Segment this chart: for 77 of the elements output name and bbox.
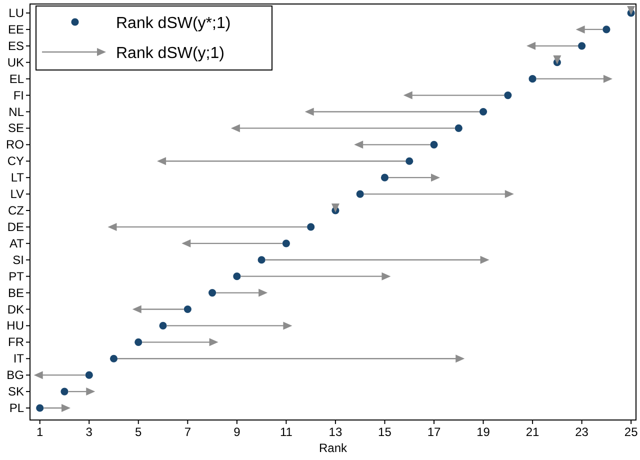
y-tick-label: DE xyxy=(7,220,24,234)
point xyxy=(182,239,191,248)
point xyxy=(603,74,612,83)
point xyxy=(504,190,514,198)
y-tick-label: LT xyxy=(10,170,25,185)
point xyxy=(233,272,241,280)
point xyxy=(454,124,462,132)
point xyxy=(60,388,68,396)
point xyxy=(406,157,414,165)
point xyxy=(430,140,438,148)
point xyxy=(159,322,167,330)
y-tick-label: SK xyxy=(8,384,24,399)
point xyxy=(184,305,192,314)
point xyxy=(382,272,391,280)
point xyxy=(578,42,586,50)
y-tick-label: RO xyxy=(6,138,24,152)
y-tick-label: FR xyxy=(8,335,24,350)
y-tick-label: CZ xyxy=(8,204,24,218)
y-tick-label: EE xyxy=(8,22,24,36)
point xyxy=(110,354,118,362)
y-tick-label: NL xyxy=(8,104,24,119)
point xyxy=(157,157,166,166)
y-tick-label: IT xyxy=(13,352,25,366)
point xyxy=(134,338,142,346)
point xyxy=(258,256,266,264)
point xyxy=(504,91,512,100)
x-tick-label: 13 xyxy=(328,425,342,439)
x-tick-label: 23 xyxy=(575,425,589,439)
point xyxy=(380,174,389,182)
y-tick-label: HU xyxy=(6,318,24,333)
point xyxy=(602,26,610,34)
x-tick-label: 21 xyxy=(526,425,540,439)
y-tick-label: FI xyxy=(13,88,24,102)
x-tick-label: 1 xyxy=(36,425,44,439)
point xyxy=(479,108,488,116)
point xyxy=(356,190,364,198)
x-tick-label: 25 xyxy=(624,425,638,439)
y-tick-label: SI xyxy=(12,252,24,267)
x-tick-label: 11 xyxy=(280,425,293,439)
y-tick-label: LU xyxy=(8,6,24,20)
x-tick-label: 5 xyxy=(135,425,142,439)
x-tick-label: 7 xyxy=(184,425,192,439)
y-tick-label: AT xyxy=(10,236,25,250)
point xyxy=(282,240,290,248)
point xyxy=(230,124,240,132)
y-tick-label: BE xyxy=(8,286,24,300)
point xyxy=(456,354,465,363)
point xyxy=(34,371,43,380)
point xyxy=(36,404,44,412)
point xyxy=(431,174,440,182)
point xyxy=(307,223,315,231)
point xyxy=(480,256,490,264)
legend-label: Rank dSW(y;1) xyxy=(116,45,224,62)
y-tick-label: PT xyxy=(8,269,25,284)
x-tick-label: 9 xyxy=(234,425,241,439)
point xyxy=(304,108,314,116)
y-tick-label: SE xyxy=(8,121,24,136)
y-tick-label: LV xyxy=(10,187,24,202)
point xyxy=(108,222,117,231)
x-tick-label: 19 xyxy=(476,425,490,439)
y-tick-label: EL xyxy=(9,72,24,86)
y-tick-label: PL xyxy=(9,401,24,415)
point xyxy=(354,140,364,149)
point xyxy=(85,371,93,379)
y-tick-label: UK xyxy=(7,55,24,70)
x-tick-label: 3 xyxy=(86,425,93,439)
point xyxy=(528,75,536,83)
x-tick-label: 15 xyxy=(378,425,392,439)
point xyxy=(208,288,216,297)
y-tick-label: CY xyxy=(7,154,24,168)
point xyxy=(132,305,142,314)
y-tick-label: BG xyxy=(6,368,24,382)
x-tick-label: 17 xyxy=(427,425,441,439)
y-tick-label: DK xyxy=(7,302,24,316)
x-axis-title: Rank xyxy=(318,441,348,455)
legend-label: Rank dSW(y*;1) xyxy=(116,15,231,32)
y-tick-label: ES xyxy=(8,38,24,53)
